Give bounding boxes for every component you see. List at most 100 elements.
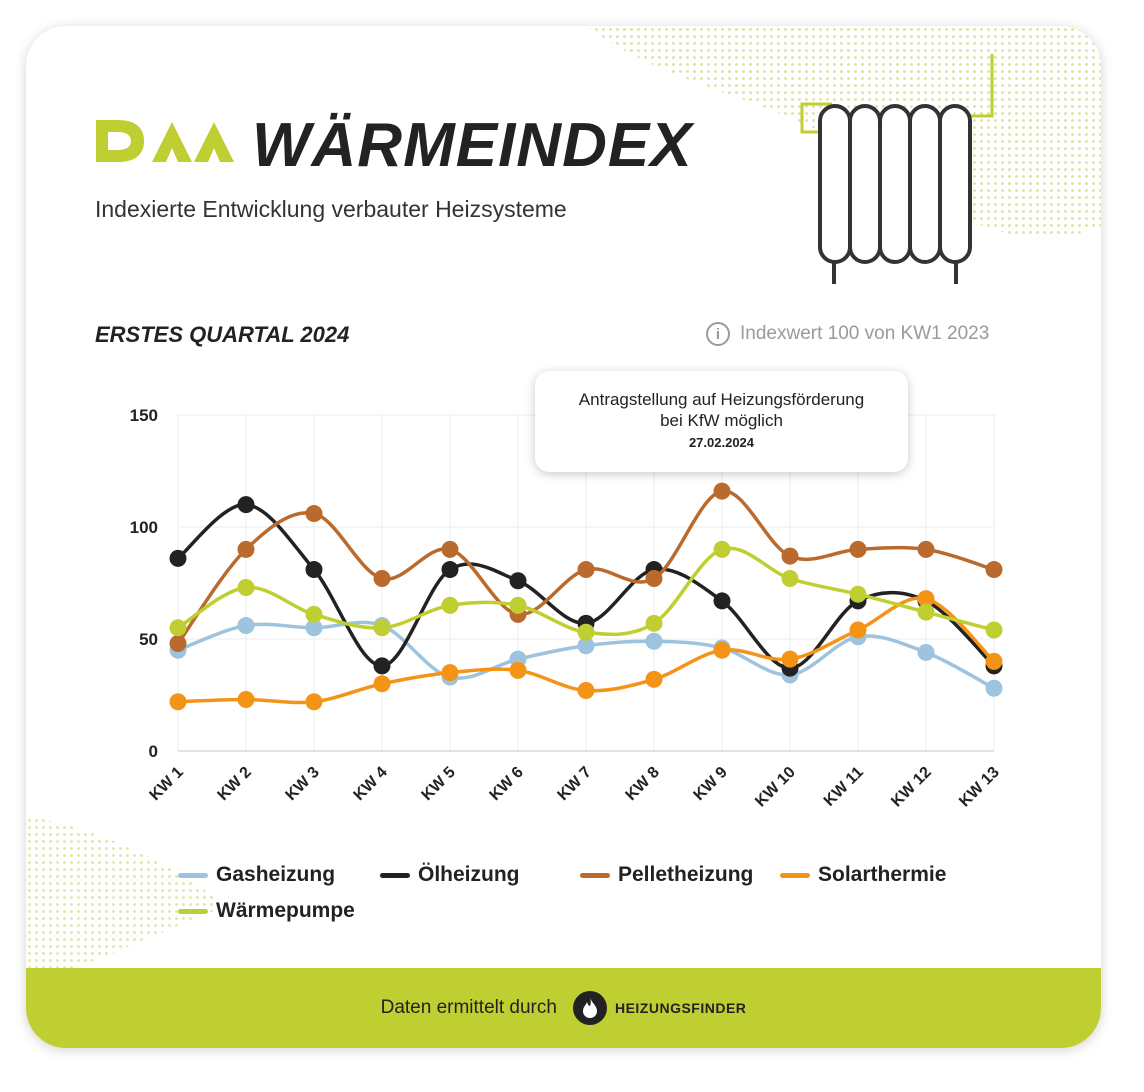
x-tick-label: KW 6: [487, 764, 527, 804]
data-point: [305, 605, 323, 623]
data-point: [645, 570, 663, 588]
data-point: [577, 623, 595, 641]
x-tick-label: KW 7: [555, 764, 595, 804]
data-point: [781, 547, 799, 565]
legend-swatch: [380, 872, 410, 878]
data-point: [781, 570, 799, 588]
data-point: [645, 670, 663, 688]
data-point: [237, 617, 255, 635]
data-point: [441, 664, 459, 682]
data-point: [373, 675, 391, 693]
data-point: [917, 643, 935, 661]
data-point: [237, 540, 255, 558]
legend-item-gasheizung: Gasheizung: [178, 863, 335, 887]
data-point: [169, 693, 187, 711]
flame-icon: [572, 991, 607, 1025]
y-tick-label: 150: [130, 406, 158, 425]
x-tick-label: KW 9: [691, 764, 731, 804]
legend-label: Pelletheizung: [618, 863, 754, 886]
x-tick-label: KW 3: [283, 764, 323, 804]
data-point: [509, 572, 527, 590]
data-point: [577, 561, 595, 579]
legend-label: Solarthermie: [818, 863, 947, 886]
data-point: [713, 592, 731, 610]
y-tick-label: 50: [139, 630, 158, 649]
data-point: [237, 578, 255, 596]
legend-label: Gasheizung: [216, 863, 336, 886]
y-tick-label: 100: [130, 518, 158, 537]
legend-label: Ölheizung: [418, 863, 520, 886]
data-point: [577, 637, 595, 655]
legend-swatch: [780, 872, 810, 878]
data-point: [917, 603, 935, 621]
data-point: [305, 561, 323, 579]
data-point: [169, 619, 187, 637]
x-tick-label: KW 10: [752, 764, 799, 811]
data-point: [305, 693, 323, 711]
index-info-text: Indexwert 100 von KW1 2023: [740, 323, 990, 344]
x-tick-label: KW 8: [623, 764, 663, 804]
data-point: [645, 614, 663, 632]
x-tick-label: KW 11: [821, 764, 867, 810]
tooltip-date: 27.02.2024: [688, 435, 755, 450]
data-point: [849, 621, 867, 639]
data-point: [169, 634, 187, 652]
data-point: [781, 650, 799, 668]
legend-item-solarthermie: Solarthermie: [780, 863, 946, 887]
data-point: [985, 561, 1003, 579]
data-point: [849, 540, 867, 558]
legend-item-oelheizung: Ölheizung: [380, 863, 520, 887]
x-tick-label: KW 4: [351, 764, 391, 804]
data-point: [713, 540, 731, 558]
data-point: [373, 657, 391, 675]
data-point: [441, 540, 459, 558]
infographic-card: WÄRMEINDEX Indexierte Entwicklung verbau…: [26, 26, 1101, 1048]
legend-item-pelletheizung: Pelletheizung: [580, 863, 753, 887]
data-point: [237, 690, 255, 708]
index-info: i Indexwert 100 von KW1 2023: [706, 322, 989, 346]
data-point: [917, 590, 935, 608]
data-point: [373, 619, 391, 637]
data-point: [917, 540, 935, 558]
data-point: [441, 596, 459, 614]
x-tick-label: KW 13: [956, 764, 1003, 811]
data-point: [169, 549, 187, 567]
data-point: [373, 570, 391, 588]
data-point: [985, 621, 1003, 639]
line-chart: 0 50 100 150 KW 1 KW 2 KW 3 KW 4 KW 5 KW 6 KW 7 KW …: [130, 406, 1003, 811]
chart-section-title: ERSTES QUARTAL 2024: [95, 322, 350, 347]
data-point: [509, 596, 527, 614]
x-tick-label: KW 1: [147, 764, 187, 804]
legend-item-waermepumpe: Wärmepumpe: [178, 899, 355, 923]
y-tick-label: 0: [149, 742, 158, 761]
x-tick-label: KW 12: [888, 764, 935, 811]
page-title: WÄRMEINDEX: [252, 111, 693, 180]
data-point: [305, 619, 323, 637]
info-icon: i: [706, 322, 730, 346]
data-point: [849, 585, 867, 603]
legend-swatch: [178, 908, 208, 914]
x-tick-label: KW 2: [215, 764, 255, 804]
data-point: [305, 505, 323, 523]
legend-swatch: [580, 872, 610, 878]
page-subtitle: Indexierte Entwicklung verbauter Heizsys…: [95, 196, 567, 222]
legend-label: Wärmepumpe: [216, 899, 355, 922]
data-point: [237, 496, 255, 514]
tooltip-line-2: bei KfW möglich: [660, 411, 783, 430]
radiator-icon: [800, 54, 994, 284]
footer-text: Daten ermittelt durch: [380, 997, 557, 1018]
legend-swatch: [178, 872, 208, 878]
data-point: [645, 632, 663, 650]
data-point: [441, 561, 459, 579]
daa-logo-icon: [96, 120, 234, 162]
data-point: [509, 661, 527, 679]
data-point: [713, 482, 731, 500]
data-point: [713, 641, 731, 659]
data-point: [577, 682, 595, 700]
tooltip-line-1: Antragstellung auf Heizungsförderung: [578, 390, 865, 409]
heizungsfinder-logo-text: HEIZUNGSFINDER: [614, 1000, 747, 1016]
data-point: [985, 679, 1003, 697]
x-tick-label: KW 5: [419, 764, 459, 804]
footer-bar: Daten ermittelt durch HEIZUNGSFINDER: [26, 968, 1101, 1048]
event-tooltip: Antragstellung auf Heizungsförderung bei…: [535, 371, 908, 472]
